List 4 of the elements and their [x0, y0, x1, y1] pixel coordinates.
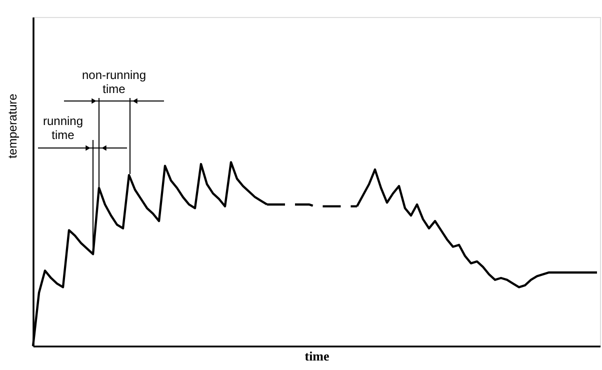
- text: running time: [42, 114, 84, 142]
- y-axis-title: temperature: [6, 93, 20, 158]
- text: non-running time: [82, 68, 146, 96]
- x-axis-title: time: [304, 348, 330, 364]
